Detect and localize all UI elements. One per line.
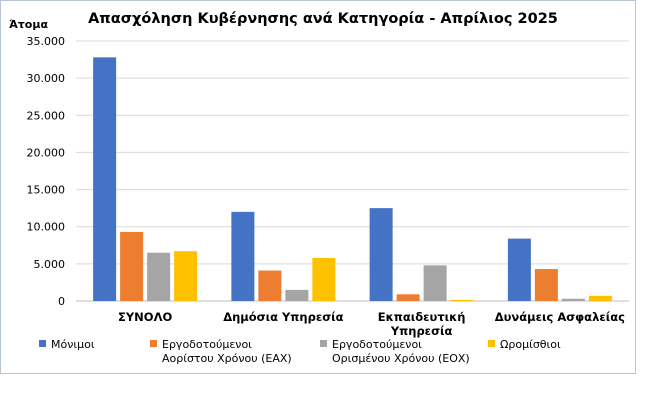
y-tick-label: 35.000	[27, 35, 66, 48]
category-label: Δημόσια Υπηρεσία	[223, 310, 343, 324]
y-axis-label: Άτομα	[9, 18, 48, 31]
bar	[120, 231, 144, 301]
bars	[93, 57, 612, 301]
bar	[93, 57, 117, 301]
bar	[258, 270, 282, 301]
bar	[396, 294, 420, 301]
legend-label: Εργοδοτούμενοι Αορίστου Χρόνου (ΕΑΧ)	[162, 338, 292, 365]
legend-swatch	[39, 340, 46, 347]
category-label: ΣΥΝΟΛΟ	[118, 310, 172, 324]
category-label: Εκπαιδευτική Υπηρεσία	[378, 310, 466, 338]
bar	[507, 238, 531, 301]
bar	[147, 252, 171, 301]
y-tick-label: 20.000	[27, 146, 66, 159]
y-tick-label: 5.000	[34, 258, 66, 271]
legend: Μόνιμοι Εργοδοτούμενοι Αορίστου Χρόνου (ΕΑ…	[39, 338, 561, 365]
legend-label: Μόνιμοι	[51, 338, 95, 351]
y-axis-ticks: 0 5.000 10.000 15.000 20.000 25.000 30.000 35.0…	[27, 35, 66, 308]
bar	[285, 289, 309, 301]
chart-frame: Απασχόληση Κυβέρνησης ανά Κατηγορία - Απ…	[0, 0, 636, 374]
y-tick-label: 0	[58, 295, 65, 308]
y-tick-label: 30.000	[27, 72, 66, 85]
y-tick-label: 25.000	[27, 109, 66, 122]
bar	[561, 298, 585, 301]
bar	[231, 211, 255, 301]
bar	[450, 299, 474, 301]
legend-label: Εργοδοτούμενοι Ορισμένου Χρόνου (ΕΟΧ)	[332, 338, 470, 365]
legend-swatch	[150, 340, 157, 347]
chart-title: Απασχόληση Κυβέρνησης ανά Κατηγορία - Απ…	[88, 11, 558, 27]
bar	[588, 295, 612, 301]
bar	[369, 208, 393, 301]
y-tick-label: 15.000	[27, 184, 66, 197]
legend-swatch	[488, 340, 495, 347]
y-tick-label: 10.000	[27, 221, 66, 234]
legend-swatch	[320, 340, 327, 347]
legend-label: Ωρομίσθιοι	[500, 338, 561, 351]
category-labels: ΣΥΝΟΛΟ Δημόσια Υπηρεσία Εκπαιδευτική Υπηρεσ…	[118, 310, 625, 338]
bar	[174, 251, 198, 301]
bar	[312, 257, 336, 301]
category-label: Δυνάμεις Ασφαλείας	[495, 310, 625, 324]
bar	[423, 265, 447, 301]
chart-svg: Απασχόληση Κυβέρνησης ανά Κατηγορία - Απ…	[9, 11, 629, 365]
bar	[534, 269, 558, 301]
